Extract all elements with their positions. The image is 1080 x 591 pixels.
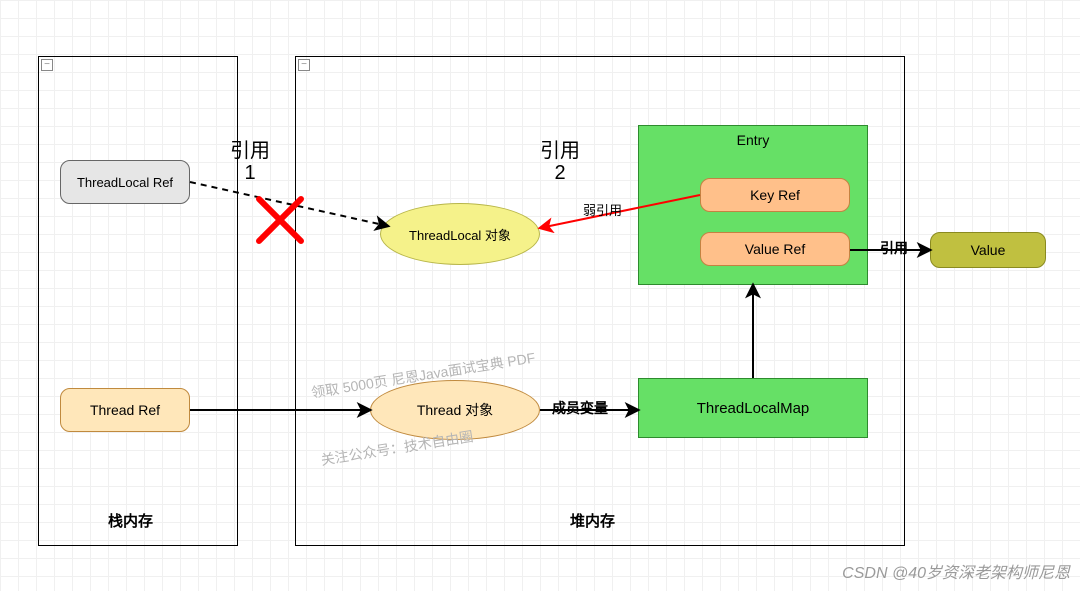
value-node: Value bbox=[930, 232, 1046, 268]
threadlocal-ref-node: ThreadLocal Ref bbox=[60, 160, 190, 204]
stack-region: − bbox=[38, 56, 238, 546]
collapse-icon[interactable]: − bbox=[41, 59, 53, 71]
thread-object-node: Thread 对象 bbox=[370, 380, 540, 440]
value-ref-node: Value Ref bbox=[700, 232, 850, 266]
collapse-icon[interactable]: − bbox=[298, 59, 310, 71]
threadlocalmap-node: ThreadLocalMap bbox=[638, 378, 868, 438]
watermark-footer: CSDN @40岁资深老架构师尼恩 bbox=[842, 559, 1070, 583]
thread-ref-node: Thread Ref bbox=[60, 388, 190, 432]
ref1-label: 引用 1 bbox=[230, 140, 270, 184]
stack-label: 栈内存 bbox=[108, 510, 153, 531]
ref2-label: 引用 2 bbox=[540, 140, 580, 184]
member-var-label: 成员变量 bbox=[552, 398, 608, 418]
key-ref-node: Key Ref bbox=[700, 178, 850, 212]
heap-label: 堆内存 bbox=[570, 510, 615, 531]
threadlocal-object-node: ThreadLocal 对象 bbox=[380, 203, 540, 265]
value-edge-label: 引用 bbox=[880, 238, 908, 258]
weak-ref-label: 弱引用 bbox=[583, 200, 622, 219]
diagram-stage: − 栈内存 − 堆内存 ThreadLocal Ref Thread Ref T… bbox=[0, 0, 1080, 591]
